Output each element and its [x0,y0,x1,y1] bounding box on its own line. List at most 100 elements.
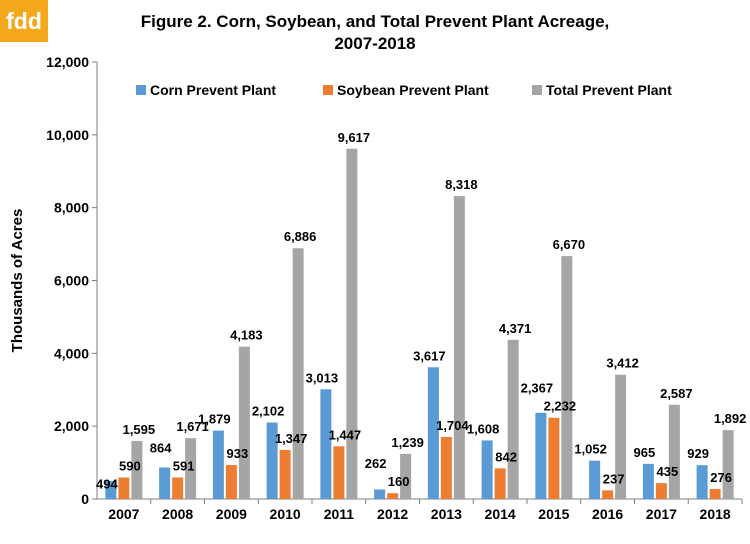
data-label-total: 6,886 [284,229,317,244]
chart-title-line-2: 2007-2018 [334,34,415,53]
bar-1-2018 [709,488,721,499]
legend-swatch-0 [136,85,146,95]
data-label-soybean: 933 [227,446,249,461]
x-tick-label: 2011 [324,506,355,522]
data-label-soybean: 160 [388,474,410,489]
chart-title-line-1: Figure 2. Corn, Soybean, and Total Preve… [141,12,610,31]
data-label-soybean: 842 [495,449,517,464]
bar-2-2013 [453,196,465,499]
y-tick-label: 0 [81,491,89,507]
data-label-total: 1,239 [391,435,424,450]
legend-label-1: Soybean Prevent Plant [337,82,489,98]
y-tick-label: 4,000 [54,345,89,361]
data-label-total: 8,318 [445,177,478,192]
x-tick-label: 2012 [377,506,408,522]
bar-1-2016 [602,490,614,499]
data-label-soybean: 276 [710,470,732,485]
bar-1-2015 [548,417,560,499]
bar-2-2012 [400,453,412,499]
bar-0-2008 [159,467,171,499]
data-label-corn: 2,102 [252,403,285,418]
data-label-soybean: 590 [119,459,141,474]
bar-2-2011 [346,148,358,499]
data-label-corn: 2,367 [521,381,554,396]
data-label-corn: 965 [634,445,656,460]
bar-1-2012 [387,493,399,499]
legend-label-2: Total Prevent Plant [546,82,672,98]
y-tick-label: 2,000 [54,418,89,434]
bar-1-2009 [225,465,237,499]
data-label-corn: 1,879 [198,412,231,427]
bar-1-2013 [440,436,452,499]
bar-1-2007 [118,477,130,499]
bar-1-2014 [494,468,506,499]
bar-1-2017 [655,483,667,499]
data-label-total: 9,617 [338,130,371,145]
data-label-soybean: 237 [603,471,625,486]
bar-1-2011 [333,446,345,499]
x-tick-label: 2007 [108,506,139,522]
data-label-total: 4,371 [499,321,532,336]
data-label-total: 1,595 [123,422,156,437]
data-label-soybean: 591 [173,458,195,473]
bar-2-2010 [292,248,304,499]
bar-0-2012 [374,489,386,499]
data-label-soybean: 1,447 [329,427,362,442]
bar-0-2010 [266,422,278,499]
y-tick-label: 10,000 [46,127,89,143]
bar-2-2015 [561,256,573,499]
data-label-total: 4,183 [230,328,263,343]
data-label-corn: 262 [365,456,387,471]
data-label-corn: 929 [687,446,709,461]
x-tick-label: 2015 [538,506,569,522]
data-label-corn: 1,052 [574,442,607,457]
bar-0-2018 [696,465,708,499]
data-label-soybean: 1,704 [436,418,469,433]
bar-0-2017 [642,463,654,499]
bar-0-2007 [105,481,117,499]
y-tick-label: 12,000 [46,54,89,70]
data-label-soybean: 435 [657,464,679,479]
bar-2-2017 [668,404,680,499]
bar-2-2009 [238,346,250,499]
bar-2-2014 [507,339,519,499]
x-tick-label: 2010 [270,506,301,522]
data-label-corn: 3,013 [306,370,339,385]
data-label-corn: 494 [96,477,118,492]
bar-1-2008 [172,477,184,499]
legend-swatch-1 [323,85,333,95]
x-tick-label: 2016 [592,506,623,522]
x-tick-label: 2008 [162,506,193,522]
data-label-soybean: 1,347 [275,431,308,446]
data-label-total: 1,892 [714,411,747,426]
x-tick-label: 2009 [216,506,247,522]
bar-0-2009 [212,430,224,499]
bar-2-2007 [131,440,143,499]
y-axis-title: Thousands of Acres [9,209,26,353]
data-label-total: 6,670 [553,237,586,252]
bar-2-2016 [615,374,627,499]
data-label-corn: 1,608 [467,421,500,436]
data-label-total: 3,412 [606,356,639,371]
bar-0-2014 [481,440,493,499]
legend-swatch-2 [532,85,542,95]
data-label-corn: 864 [150,440,172,455]
data-label-corn: 3,617 [413,348,446,363]
bar-0-2013 [427,367,439,499]
x-tick-label: 2013 [431,506,462,522]
data-label-total: 1,671 [176,419,209,434]
bar-2-2018 [722,430,734,499]
legend-label-0: Corn Prevent Plant [150,82,276,98]
fdd-logo: fdd [0,0,48,42]
x-tick-label: 2017 [646,506,677,522]
data-label-total: 2,587 [660,386,693,401]
x-tick-label: 2018 [700,506,731,522]
bar-0-2015 [535,412,547,499]
y-tick-label: 6,000 [54,273,89,289]
bar-0-2011 [320,389,332,499]
bar-1-2010 [279,449,291,499]
data-label-soybean: 2,232 [544,399,577,414]
x-tick-label: 2014 [485,506,516,522]
